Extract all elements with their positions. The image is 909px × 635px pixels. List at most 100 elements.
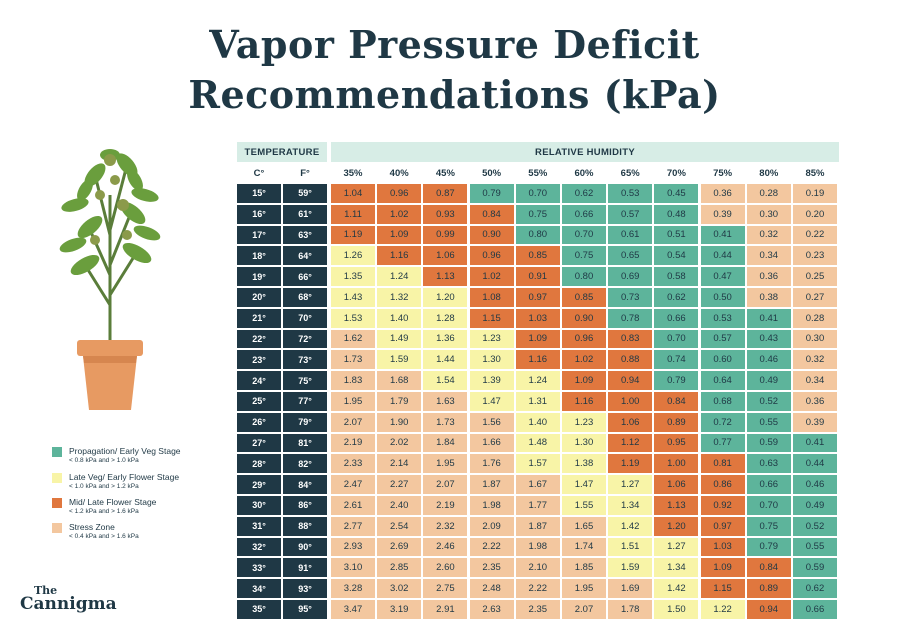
vpd-cell: 0.54 — [654, 246, 699, 266]
vpd-cell: 0.38 — [746, 288, 791, 307]
vpd-cell: 0.83 — [608, 329, 653, 349]
vpd-cell: 0.32 — [793, 350, 837, 370]
vpd-cell: 0.39 — [793, 412, 837, 432]
vpd-cell: 1.73 — [423, 412, 468, 432]
vpd-cell: 0.68 — [700, 392, 745, 411]
temp-fahrenheit: 90° — [283, 537, 327, 557]
temp-celsius: 26° — [237, 412, 281, 432]
vpd-cell: 1.51 — [608, 537, 653, 557]
vpd-cell: 3.02 — [377, 579, 422, 598]
legend-range: < 0.4 kPa and > 1.6 kPa — [69, 533, 139, 540]
vpd-cell: 1.57 — [515, 454, 560, 474]
vpd-cell: 2.46 — [423, 537, 468, 557]
vpd-cell: 1.16 — [515, 350, 560, 370]
vpd-cell: 0.84 — [654, 392, 699, 411]
vpd-cell: 0.70 — [746, 496, 791, 515]
vpd-cell: 0.28 — [793, 308, 837, 328]
chart-title-line-2: Recommendations (kPa) — [188, 72, 721, 117]
humidity-column-header: 35% — [343, 167, 363, 179]
vpd-cell: 3.47 — [331, 600, 375, 619]
vpd-cell: 1.09 — [377, 225, 422, 245]
temp-fahrenheit: 59° — [283, 184, 327, 203]
vpd-cell: 0.52 — [746, 392, 791, 411]
legend-swatch — [52, 523, 62, 533]
temp-fahrenheit: 81° — [283, 433, 327, 453]
chart-title-line-1: Vapor Pressure Deficit — [209, 22, 700, 67]
vpd-cell: 1.95 — [562, 579, 606, 598]
vpd-cell: 0.90 — [469, 225, 514, 245]
humidity-column-header: 85% — [805, 167, 825, 179]
vpd-cell: 1.31 — [515, 392, 560, 411]
vpd-cell: 1.34 — [608, 496, 653, 515]
vpd-cell: 1.74 — [562, 537, 606, 557]
temp-fahrenheit: 84° — [283, 475, 327, 494]
vpd-cell: 0.22 — [793, 225, 837, 245]
vpd-cell: 2.22 — [515, 579, 560, 598]
temp-celsius: 30° — [237, 496, 281, 515]
vpd-cell: 0.95 — [654, 433, 699, 453]
vpd-cell: 1.09 — [515, 329, 560, 349]
vpd-cell: 1.06 — [654, 475, 699, 494]
vpd-cell: 1.38 — [562, 454, 606, 474]
humidity-column-header: 45% — [435, 167, 455, 179]
vpd-cell: 0.89 — [654, 412, 699, 432]
temp-celsius: 19° — [237, 267, 281, 286]
vpd-cell: 0.75 — [515, 204, 560, 224]
vpd-cell: 1.76 — [469, 454, 514, 474]
vpd-cell: 1.65 — [562, 516, 606, 536]
vpd-cell: 1.95 — [331, 392, 375, 411]
vpd-cell: 0.36 — [746, 267, 791, 286]
vpd-cell: 1.02 — [377, 204, 422, 224]
vpd-cell: 0.20 — [793, 204, 837, 224]
vpd-cell: 1.63 — [423, 392, 468, 411]
legend-label: Late Veg/ Early Flower Stage — [69, 472, 180, 482]
temp-fahrenheit: 61° — [283, 204, 327, 224]
temp-fahrenheit: 73° — [283, 350, 327, 370]
vpd-cell: 1.69 — [608, 579, 653, 598]
vpd-cell: 1.13 — [654, 496, 699, 515]
vpd-cell: 0.30 — [793, 329, 837, 349]
vpd-cell: 1.28 — [423, 308, 468, 328]
vpd-cell: 1.78 — [608, 600, 653, 619]
vpd-cell: 0.28 — [746, 184, 791, 203]
vpd-cell: 2.35 — [469, 558, 514, 578]
vpd-cell: 1.66 — [469, 433, 514, 453]
vpd-cell: 1.43 — [331, 288, 375, 307]
vpd-cell: 1.48 — [515, 433, 560, 453]
temp-fahrenheit: 93° — [283, 579, 327, 598]
vpd-cell: 0.23 — [793, 246, 837, 266]
vpd-cell: 0.66 — [746, 475, 791, 494]
vpd-cell: 1.19 — [331, 225, 375, 245]
temp-celsius: 28° — [237, 454, 281, 474]
vpd-cell: 0.64 — [700, 371, 745, 390]
vpd-cell: 1.26 — [331, 246, 375, 266]
vpd-cell: 2.54 — [377, 516, 422, 536]
vpd-cell: 2.91 — [423, 600, 468, 619]
vpd-cell: 0.97 — [515, 288, 560, 307]
vpd-cell: 1.59 — [608, 558, 653, 578]
vpd-cell: 2.75 — [423, 579, 468, 598]
vpd-cell: 1.90 — [377, 412, 422, 432]
vpd-cell: 0.44 — [700, 246, 745, 266]
legend-swatch — [52, 447, 62, 457]
vpd-cell: 0.43 — [746, 329, 791, 349]
humidity-column-header: 50% — [482, 167, 502, 179]
vpd-cell: 1.27 — [654, 537, 699, 557]
vpd-cell: 1.68 — [377, 371, 422, 390]
vpd-cell: 1.39 — [469, 371, 514, 390]
vpd-cell: 0.63 — [746, 454, 791, 474]
vpd-cell: 2.85 — [377, 558, 422, 578]
vpd-cell: 0.55 — [793, 537, 837, 557]
vpd-cell: 0.58 — [654, 267, 699, 286]
legend-range: < 0.8 kPa and > 1.0 kPa — [69, 457, 139, 464]
vpd-cell: 0.96 — [469, 246, 514, 266]
vpd-cell: 1.23 — [562, 412, 606, 432]
vpd-cell: 0.84 — [469, 204, 514, 224]
vpd-cell: 1.11 — [331, 204, 375, 224]
vpd-cell: 1.35 — [331, 267, 375, 286]
vpd-cell: 0.74 — [654, 350, 699, 370]
vpd-cell: 0.75 — [746, 516, 791, 536]
temp-fahrenheit: 66° — [283, 267, 327, 286]
vpd-cell: 0.53 — [608, 184, 653, 203]
temp-celsius: 16° — [237, 204, 281, 224]
